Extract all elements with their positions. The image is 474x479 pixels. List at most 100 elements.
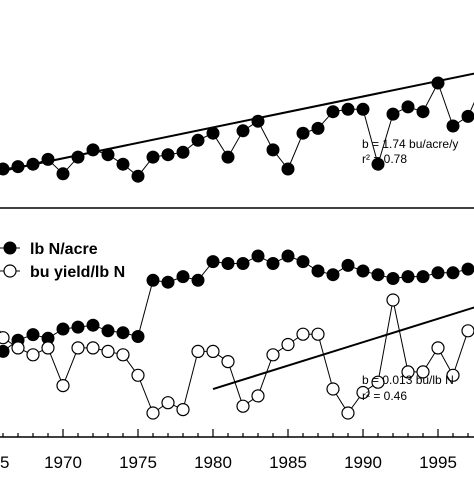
top-data-point bbox=[251, 114, 265, 128]
bottom-series-points bbox=[0, 249, 474, 420]
bu-yield-point bbox=[41, 341, 55, 355]
bu-yield-point bbox=[446, 368, 460, 382]
bu-yield-point bbox=[86, 341, 100, 355]
top-data-point bbox=[236, 124, 250, 138]
bottom-trend-line bbox=[212, 306, 474, 390]
lb-n-point bbox=[0, 344, 10, 358]
x-tick-label: 1970 bbox=[44, 453, 82, 472]
lb-n-point bbox=[431, 266, 445, 280]
lb-n-point bbox=[191, 273, 205, 287]
top-data-point bbox=[176, 145, 190, 159]
legend-label-bu-yield: bu yield/lb N bbox=[30, 264, 125, 281]
legend-marker-bu-yield bbox=[3, 264, 17, 278]
top-data-point bbox=[311, 121, 325, 135]
top-data-point bbox=[146, 150, 160, 164]
top-data-point bbox=[131, 169, 145, 183]
lb-n-point bbox=[311, 264, 325, 278]
lb-n-point bbox=[281, 249, 295, 263]
bottom-annotation-b: b = 0.013 bu/lb N bbox=[362, 373, 454, 387]
x-axis-ticks: 5 1970 1975 1980 1985 1990 1995 bbox=[0, 429, 469, 472]
bu-yield-point bbox=[11, 341, 25, 355]
top-data-point bbox=[86, 143, 100, 157]
bu-yield-point bbox=[251, 389, 265, 403]
bu-yield-point bbox=[431, 341, 445, 355]
lb-n-point bbox=[386, 272, 400, 285]
lb-n-point bbox=[401, 270, 415, 284]
bottom-panel: lb N/acre bu yield/lb N b = 0.013 bu/lb … bbox=[0, 241, 474, 420]
top-data-point bbox=[116, 157, 130, 171]
legend-marker-lb-n bbox=[3, 241, 17, 255]
top-data-point bbox=[416, 105, 430, 119]
lb-n-point bbox=[341, 258, 355, 272]
top-data-point bbox=[266, 143, 280, 157]
bu-yield-point bbox=[116, 348, 130, 362]
top-data-point bbox=[446, 119, 460, 133]
lb-n-point bbox=[101, 324, 115, 338]
top-data-point bbox=[0, 162, 10, 176]
x-tick-label: 5 bbox=[0, 453, 9, 472]
x-tick-label: 1985 bbox=[269, 453, 307, 472]
x-tick-label: 1980 bbox=[194, 453, 232, 472]
bu-yield-point bbox=[326, 382, 340, 396]
x-tick-label: 1990 bbox=[344, 453, 382, 472]
bu-yield-point bbox=[176, 403, 190, 417]
lb-n-point bbox=[176, 270, 190, 284]
lb-n-point bbox=[326, 268, 340, 282]
bu-yield-point bbox=[356, 385, 370, 400]
top-annotation-b: b = 1.74 bu/acre/y bbox=[362, 137, 458, 151]
bu-yield-point bbox=[341, 406, 355, 420]
top-data-point bbox=[326, 105, 340, 119]
lb-n-point bbox=[251, 249, 265, 263]
lb-n-point bbox=[371, 268, 385, 282]
x-tick-label: 1995 bbox=[419, 453, 457, 472]
bu-yield-point bbox=[236, 399, 250, 413]
bu-yield-point bbox=[371, 375, 385, 389]
top-data-point bbox=[41, 152, 55, 166]
lb-n-point bbox=[236, 257, 250, 270]
lb-n-point bbox=[461, 262, 474, 276]
legend: lb N/acre bu yield/lb N bbox=[0, 241, 125, 281]
bu-yield-point bbox=[0, 331, 10, 345]
top-panel: b = 1.74 bu/acre/y r² = 0.78 bbox=[0, 72, 474, 183]
lb-n-point bbox=[131, 330, 145, 343]
bu-yield-point bbox=[296, 327, 310, 341]
lb-n-point bbox=[416, 270, 430, 284]
top-data-point bbox=[11, 160, 25, 174]
top-data-point bbox=[371, 157, 385, 171]
top-data-point bbox=[71, 150, 85, 164]
lb-n-point bbox=[161, 275, 175, 289]
bu-yield-point bbox=[191, 344, 205, 358]
bu-yield-point bbox=[146, 406, 160, 420]
lb-n-point bbox=[71, 320, 85, 334]
lb-n-point bbox=[356, 264, 370, 278]
lb-n-point bbox=[446, 266, 460, 280]
top-data-point bbox=[356, 102, 370, 116]
lb-n-point bbox=[296, 255, 310, 269]
top-data-point bbox=[161, 148, 175, 162]
top-annotation-r2: r² = 0.78 bbox=[362, 152, 407, 166]
top-data-point bbox=[386, 107, 400, 121]
x-tick-label: 1975 bbox=[119, 453, 157, 472]
lb-n-point bbox=[146, 273, 160, 287]
top-data-point bbox=[296, 126, 310, 140]
bu-yield-point bbox=[311, 327, 325, 341]
bu-yield-point bbox=[161, 396, 175, 410]
bu-yield-point bbox=[206, 344, 220, 358]
bu-yield-point bbox=[266, 348, 280, 362]
top-data-point bbox=[281, 162, 295, 176]
lb-n-point bbox=[221, 257, 235, 270]
bu-yield-point bbox=[221, 355, 235, 369]
lb-n-point bbox=[116, 326, 130, 340]
bu-yield-point bbox=[401, 365, 415, 379]
lb-n-point bbox=[266, 257, 280, 270]
top-data-point bbox=[221, 150, 235, 164]
lb-n-point bbox=[26, 328, 40, 342]
bu-yield-point bbox=[461, 324, 474, 338]
bu-yield-point bbox=[56, 379, 70, 393]
top-data-point bbox=[341, 102, 355, 116]
bu-yield-point bbox=[416, 365, 430, 379]
bu-yield-point bbox=[71, 341, 85, 355]
bottom-trendline bbox=[212, 306, 474, 390]
lb-n-point bbox=[86, 318, 100, 332]
